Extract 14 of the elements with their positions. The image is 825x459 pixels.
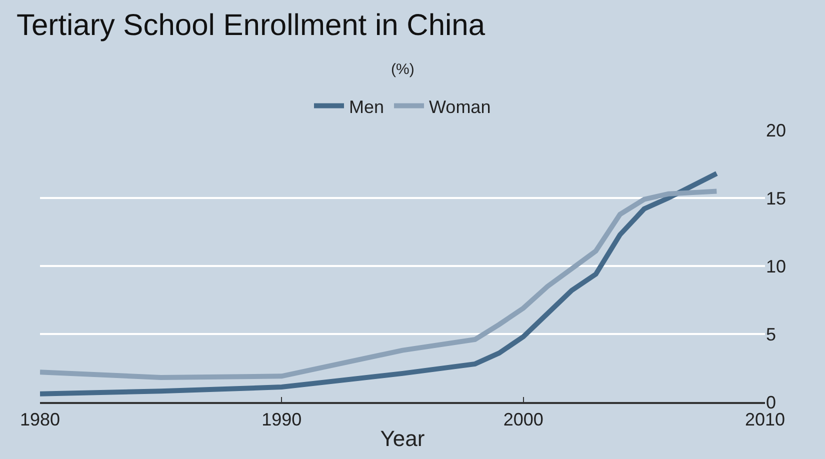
x-tick-label: 2010 [744, 410, 786, 430]
y-tick-label: 20 [766, 120, 786, 140]
y-tick-label: 5 [766, 324, 776, 344]
chart-subtitle: (%) [391, 61, 414, 78]
legend-label: Men [349, 96, 384, 117]
x-tick-label: 2000 [503, 410, 544, 430]
y-tick-label: 15 [766, 188, 786, 208]
x-tick-label: 1980 [20, 410, 60, 430]
x-axis-title: Year [380, 426, 425, 451]
y-tick-label: 10 [766, 256, 786, 276]
legend-label: Woman [429, 96, 491, 117]
x-tick-label: 1990 [262, 410, 302, 430]
y-tick-label: 0 [766, 392, 776, 412]
chart-title: Tertiary School Enrollment in China [16, 8, 486, 42]
